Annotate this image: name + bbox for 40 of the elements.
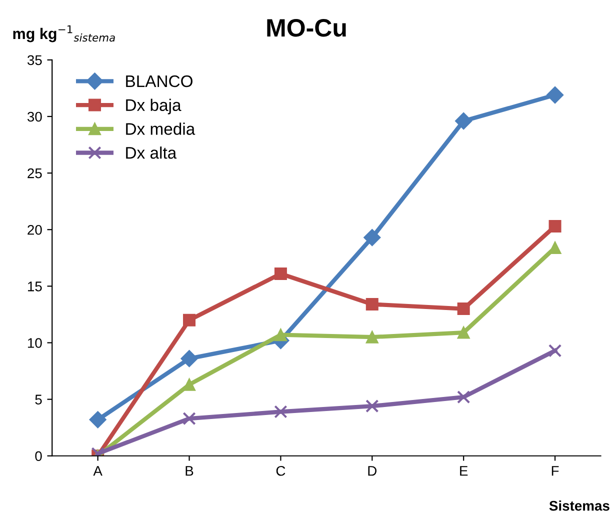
x-tick-label: A	[93, 466, 102, 476]
x-tick-label: D	[368, 466, 376, 476]
point	[546, 86, 564, 104]
y-tick-label: 0	[35, 451, 42, 462]
legend-label: Dx alta	[126, 146, 177, 159]
x-tick-label: F	[552, 466, 559, 476]
point	[274, 328, 287, 342]
point	[548, 220, 562, 232]
y-axis-title: mg kg$^{−1}$$_{sistema}$	[13, 25, 115, 42]
point	[364, 228, 381, 246]
chart-title: MO-Cu	[267, 19, 346, 37]
point	[457, 326, 470, 339]
point	[274, 405, 288, 418]
legend-label: Dx media	[126, 122, 196, 135]
y-tick-label: 20	[28, 224, 42, 235]
y-tick-label: 30	[27, 112, 42, 122]
y-tick-label: 25	[28, 168, 42, 178]
point	[456, 390, 470, 404]
y-tick-label: 15	[28, 282, 42, 292]
point	[182, 412, 196, 426]
y-tick-label: 5	[35, 394, 42, 404]
x-tick-label: E	[460, 466, 468, 476]
y-tick-label: 10	[28, 338, 42, 348]
point	[89, 411, 106, 428]
point	[180, 350, 198, 368]
point	[366, 399, 379, 413]
point	[548, 344, 562, 358]
x-tick-label: C	[276, 466, 286, 476]
legend-label: BLANCO	[126, 75, 192, 88]
point	[183, 378, 196, 391]
point	[457, 302, 470, 316]
x-axis-title: Sistemas	[549, 500, 610, 511]
x-tick-label: B	[186, 466, 194, 476]
point	[455, 112, 472, 130]
point	[274, 267, 287, 280]
point	[366, 298, 378, 311]
y-tick-label: 35	[27, 55, 42, 66]
point	[366, 330, 378, 344]
point	[183, 314, 196, 326]
legend-label: Dx baja	[126, 98, 182, 114]
